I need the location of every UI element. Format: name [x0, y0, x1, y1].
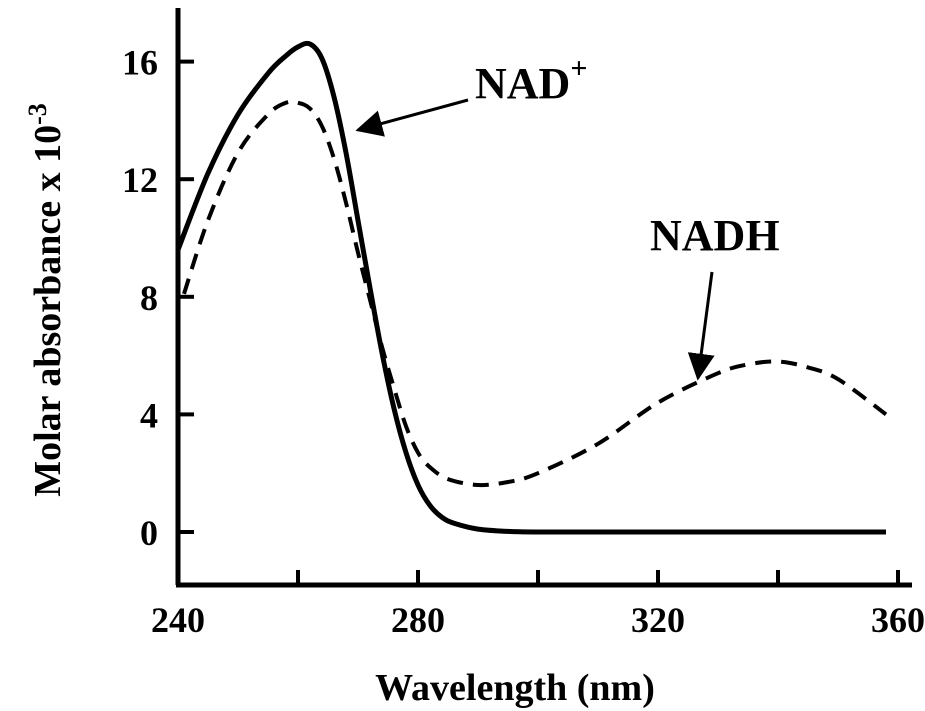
- y-tick-label-0: 0: [140, 513, 158, 553]
- series-line-nadh: [182, 99, 888, 488]
- x-tick-label-280: 280: [391, 600, 445, 640]
- x-axis-title: Wavelength (nm): [375, 667, 655, 709]
- series-layer: [175, 40, 888, 535]
- nadh-label: NADH: [650, 211, 780, 260]
- y-tick-label-12: 12: [122, 160, 158, 200]
- nad-plus-arrow: [355, 98, 469, 137]
- y-tick-label-4: 4: [140, 395, 158, 435]
- y-tick-label-8: 8: [140, 278, 158, 318]
- y-axis-title-exponent: -3: [23, 103, 52, 125]
- nadh-arrow: [687, 271, 715, 381]
- series-line-nad-plus: [175, 40, 886, 535]
- y-axis-title-main: Molar absorbance x 10: [27, 125, 69, 497]
- x-tick-label-320: 320: [631, 600, 685, 640]
- nad-plus-label: NAD+: [475, 52, 587, 108]
- y-axis-title: Molar absorbance x 10-3: [23, 103, 69, 497]
- y-tick-label-16: 16: [122, 43, 158, 83]
- x-tick-label-360: 360: [871, 600, 925, 640]
- nad-plus-label-text: NAD: [475, 59, 570, 108]
- x-tick-label-240: 240: [151, 600, 205, 640]
- nad-plus-label-superscript: +: [570, 52, 587, 85]
- ticks-layer: 240 280 320 360 0 4 8 12 16: [122, 43, 925, 640]
